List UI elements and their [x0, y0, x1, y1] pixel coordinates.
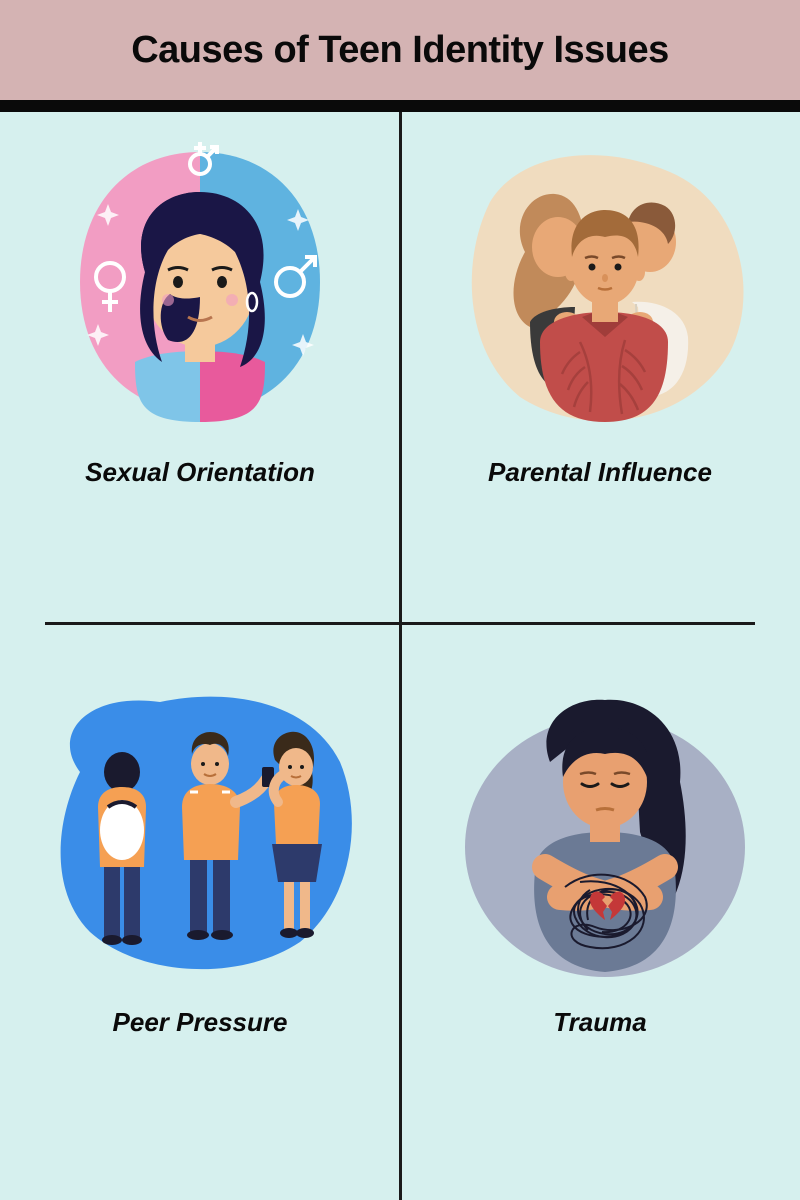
infographic-grid: Sexual Orientation: [0, 112, 800, 1200]
caption-peer-pressure: Peer Pressure: [113, 1007, 288, 1038]
caption-trauma: Trauma: [553, 1007, 646, 1038]
illustration-sexual-orientation: [40, 122, 360, 442]
cell-trauma: Trauma: [400, 672, 800, 1038]
illustration-peer-pressure: [40, 672, 360, 992]
caption-sexual-orientation: Sexual Orientation: [85, 457, 315, 488]
illustration-trauma: [440, 672, 760, 992]
caption-parental-influence: Parental Influence: [488, 457, 712, 488]
cell-peer-pressure: Peer Pressure: [0, 672, 400, 1038]
cell-sexual-orientation: Sexual Orientation: [0, 122, 400, 488]
header-bar: Causes of Teen Identity Issues: [0, 0, 800, 100]
cell-parental-influence: Parental Influence: [400, 122, 800, 488]
illustration-parental-influence: [440, 122, 760, 442]
horizontal-divider: [45, 622, 755, 625]
page-title: Causes of Teen Identity Issues: [131, 29, 669, 72]
header-divider: [0, 100, 800, 112]
